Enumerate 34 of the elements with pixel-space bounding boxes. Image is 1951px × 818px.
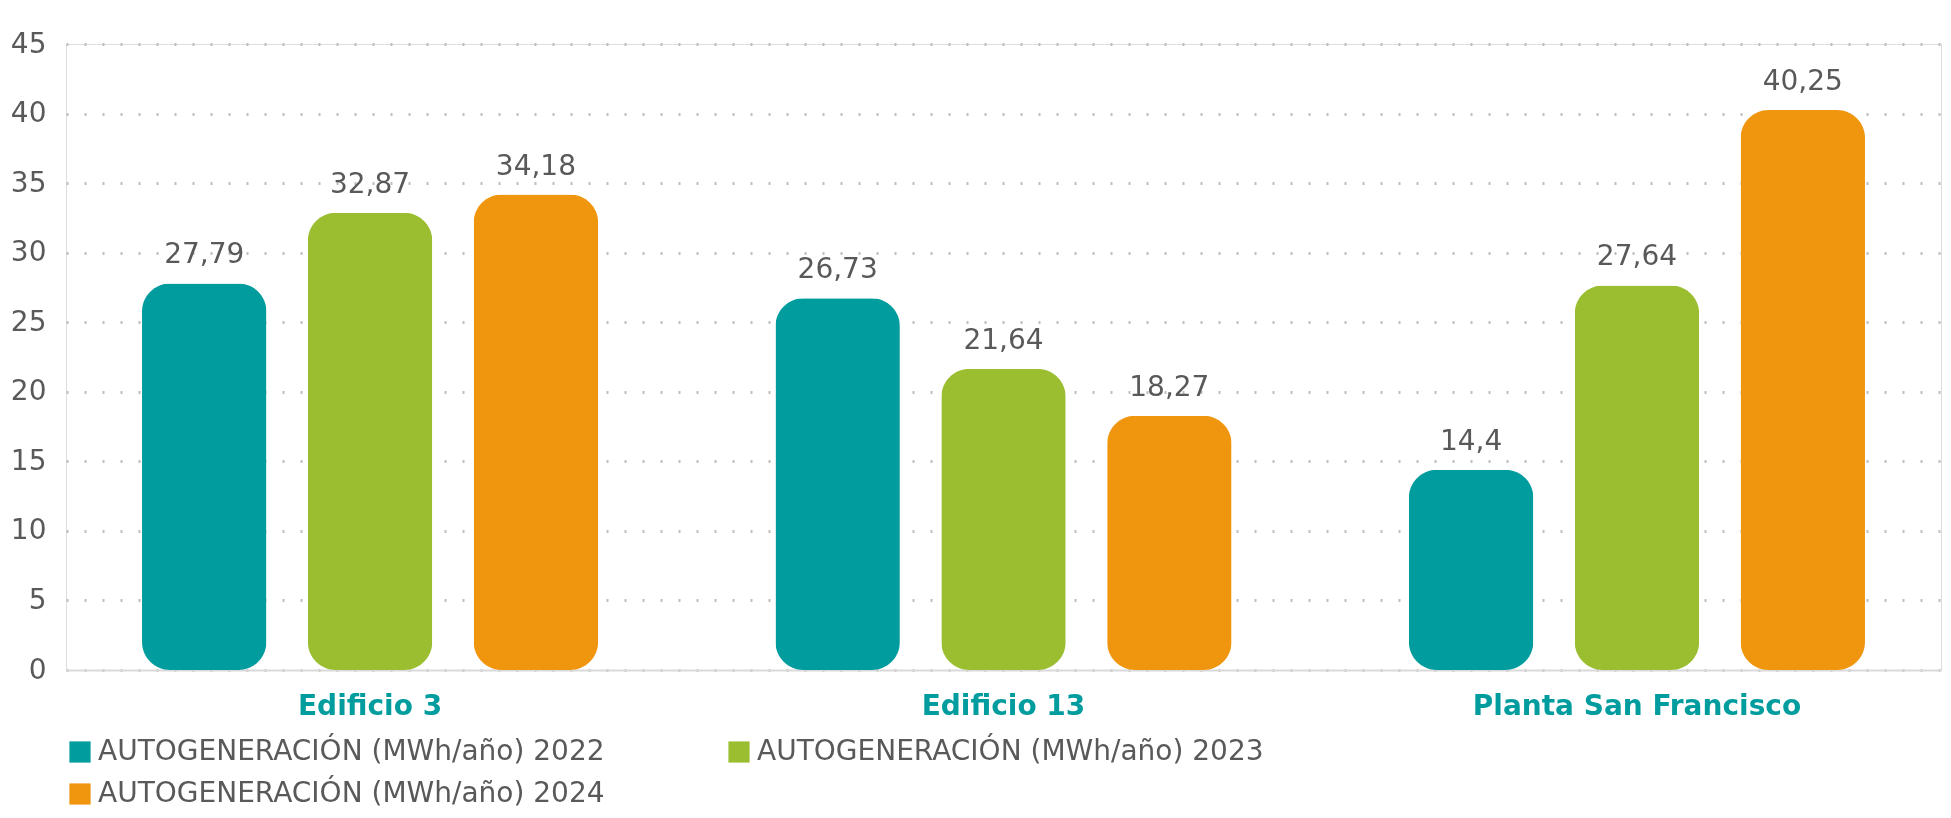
data-label: 40,25: [1762, 64, 1843, 98]
x-tick-label: Planta San Francisco: [1472, 688, 1802, 722]
legend-label: AUTOGENERACIÓN (MWh/año) 2023: [757, 733, 1264, 767]
y-tick-label: 0: [28, 652, 47, 686]
bar: [1107, 415, 1232, 670]
x-tick-label: Edificio 3: [297, 688, 443, 722]
y-tick-label: 45: [10, 26, 47, 60]
legend-label: AUTOGENERACIÓN (MWh/año) 2024: [98, 775, 605, 809]
bar: [1408, 469, 1534, 670]
y-tick-label: 35: [10, 165, 47, 199]
y-tick-label: 5: [28, 582, 47, 616]
y-tick-label: 10: [10, 513, 47, 547]
bar: [1740, 110, 1865, 670]
bar: [1574, 285, 1700, 670]
y-tick-label: 15: [10, 443, 47, 477]
data-label: 34,18: [495, 148, 576, 182]
bar: [142, 283, 267, 670]
data-label: 18,27: [1129, 369, 1210, 403]
data-label: 27,79: [164, 237, 245, 271]
bar: [941, 368, 1066, 670]
data-label: 21,64: [963, 322, 1044, 356]
data-label: 27,64: [1596, 239, 1678, 273]
y-tick-label: 25: [10, 304, 47, 338]
y-tick-label: 20: [10, 374, 47, 408]
bar: [307, 212, 433, 670]
data-label: 32,87: [329, 166, 411, 200]
data-label: 14,4: [1439, 423, 1503, 457]
legend-label: AUTOGENERACIÓN (MWh/año) 2022: [98, 733, 605, 767]
bar: [775, 298, 900, 670]
x-tick-label: Edificio 13: [921, 688, 1086, 722]
y-tick-label: 40: [10, 96, 47, 130]
y-tick-label: 30: [10, 235, 47, 269]
bar: [473, 194, 599, 670]
data-label: 26,73: [797, 252, 878, 286]
